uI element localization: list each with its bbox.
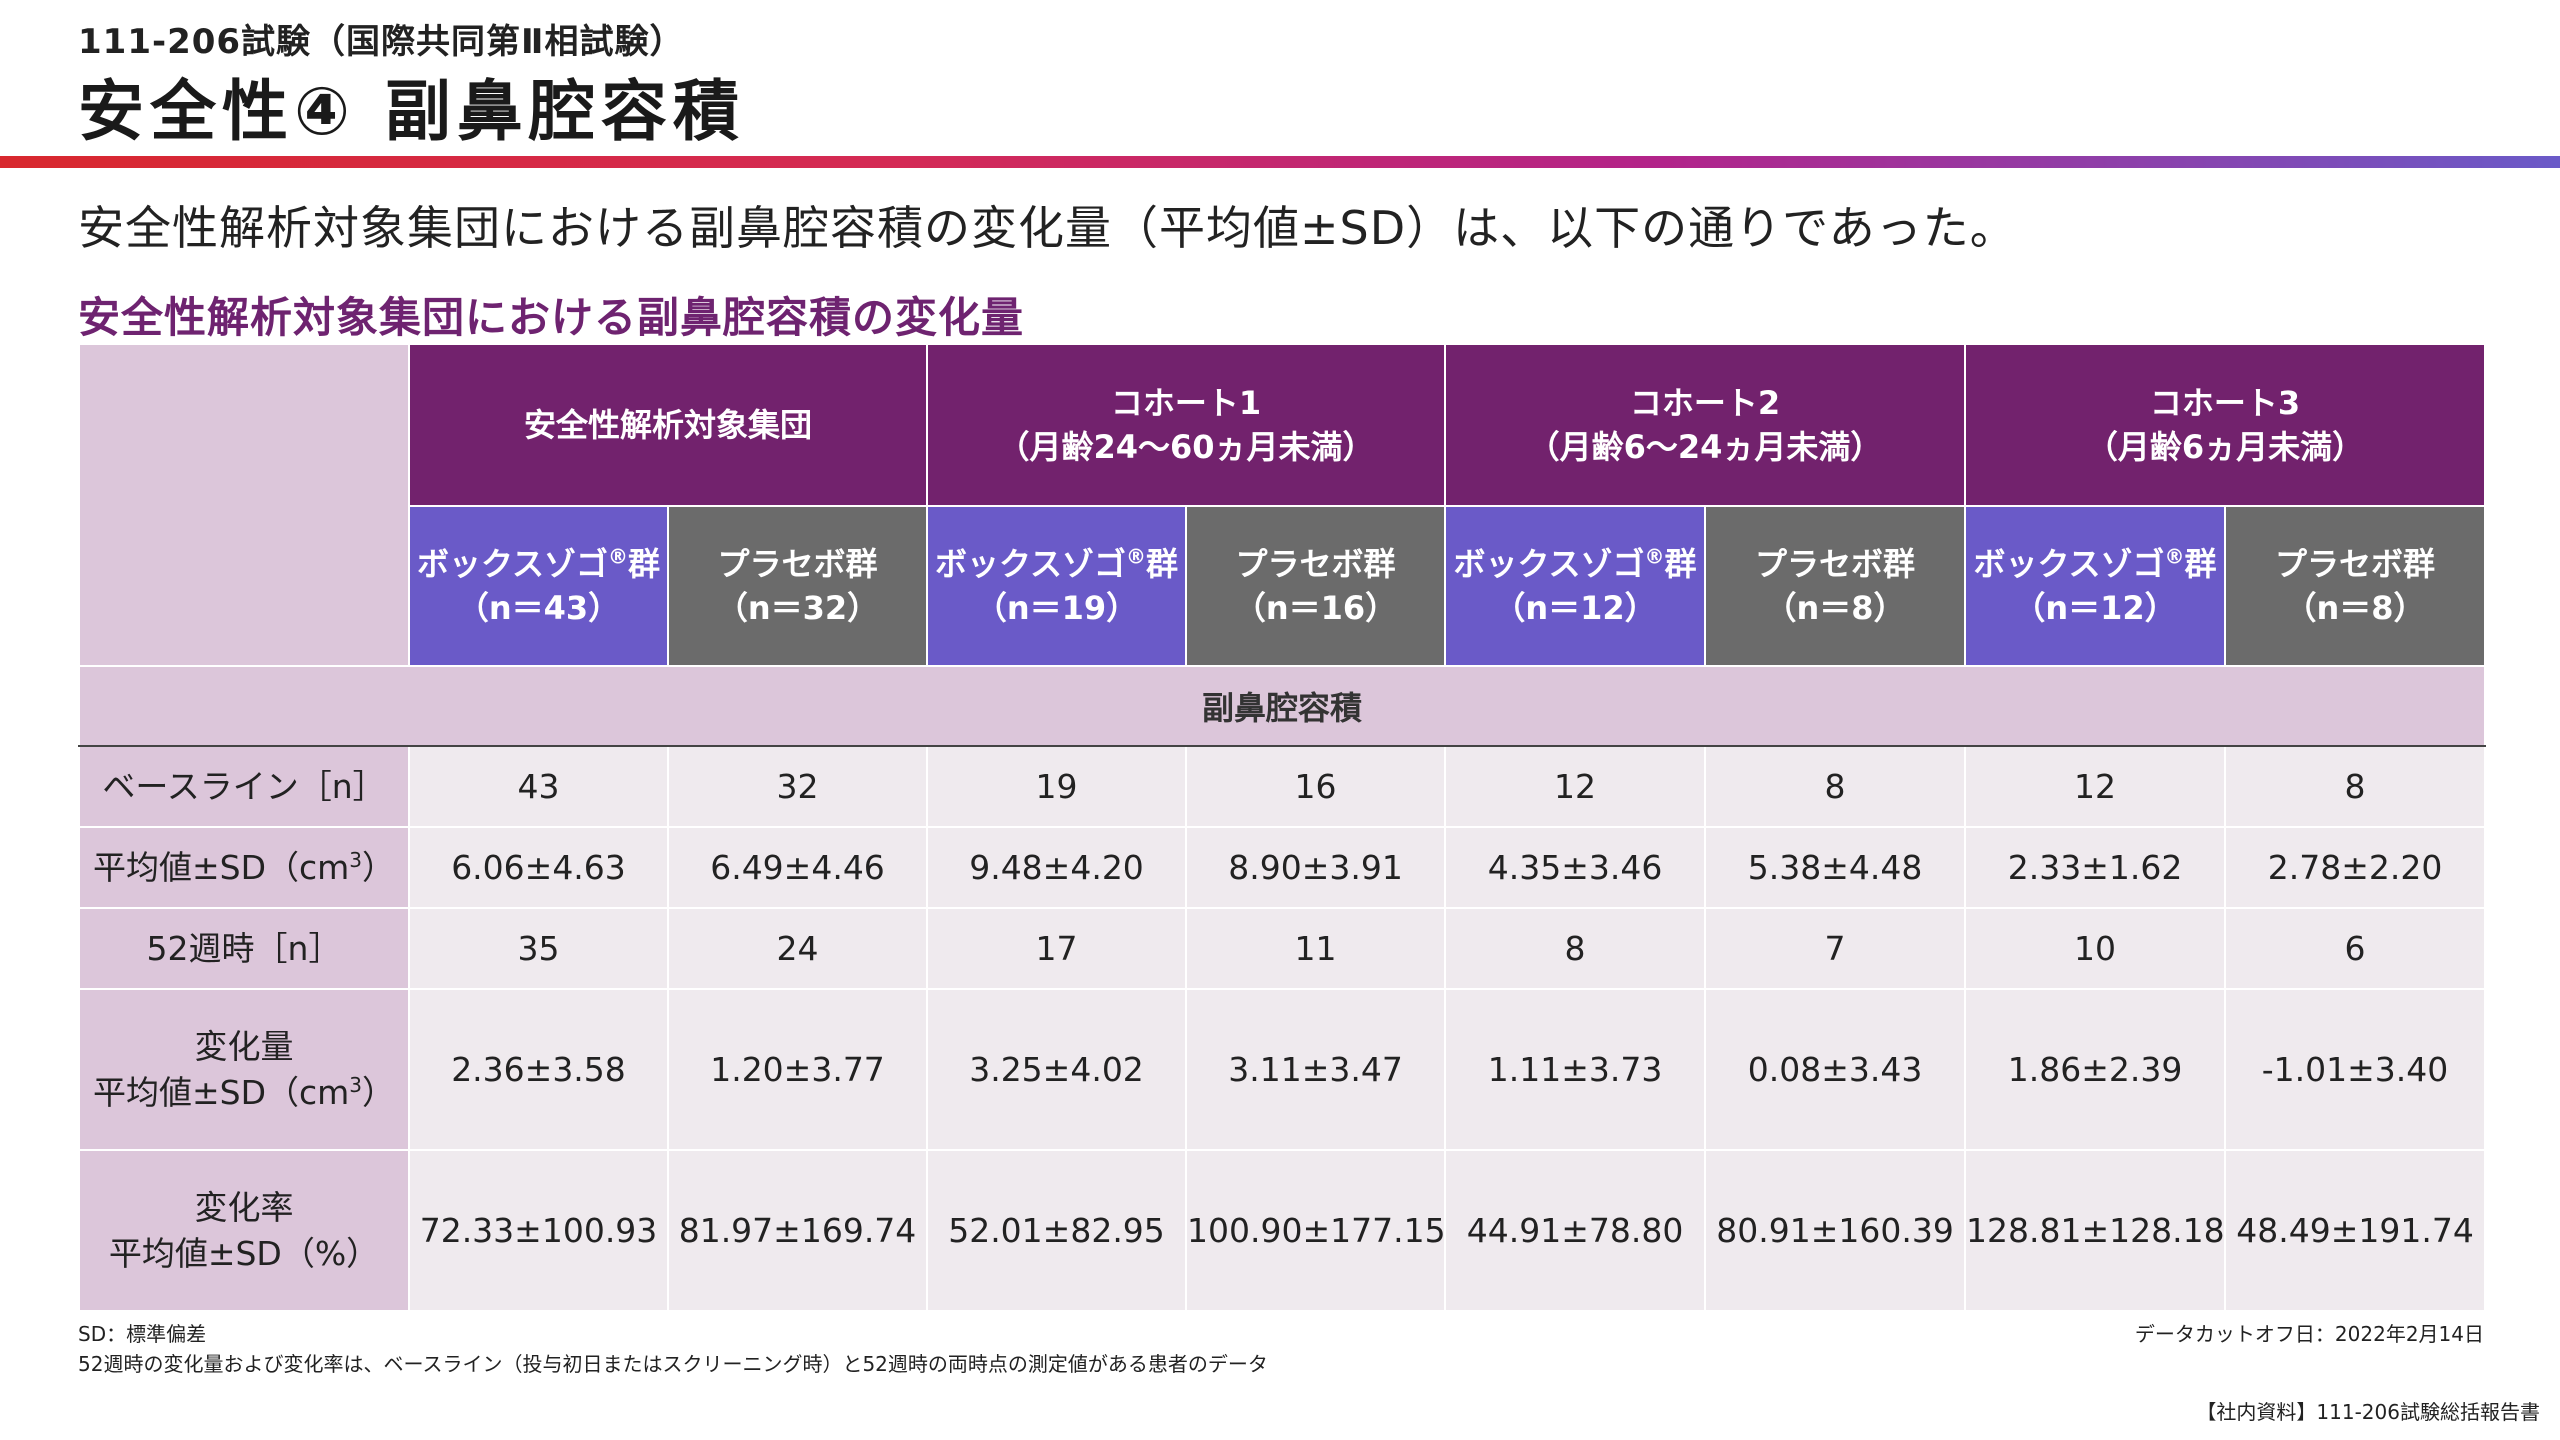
group-header-cohort3: コホート3 （月齢6ヵ月未満） [1964, 343, 2487, 507]
group-header-safety: 安全性解析対象集団 [407, 343, 929, 507]
table-cell: 12 [1444, 745, 1707, 828]
page-title: 安全性④ 副鼻腔容積 [78, 73, 745, 150]
table-cell: 16 [1185, 745, 1447, 828]
lead-text: 安全性解析対象集団における副鼻腔容積の変化量（平均値±SD）は、以下の通りであっ… [78, 201, 2017, 255]
table-cell: 11 [1185, 907, 1447, 990]
table-cell: -1.01±3.40 [2224, 988, 2487, 1151]
group-line2: （月齢6ヵ月未満） [2085, 428, 2365, 466]
arm-n: （n＝43） [456, 589, 621, 627]
group-line2: （月齢24～60ヵ月未満） [997, 428, 1375, 466]
table-cell: 24 [666, 907, 929, 990]
source-note: 【社内資料】111-206試験総括報告書 [2196, 1400, 2540, 1424]
footnote-sd: SD：標準偏差 [78, 1322, 207, 1346]
table-cell: 1.86±2.39 [1964, 988, 2227, 1151]
arm-header-placebo: プラセボ群 （n＝32） [666, 505, 929, 667]
table-cell: 5.38±4.48 [1704, 826, 1967, 909]
table-cell: 43 [408, 745, 669, 828]
table-cell: 128.81±128.18 [1964, 1149, 2227, 1312]
table-cell: 2.33±1.62 [1964, 826, 2227, 909]
table-cell: 6.06±4.63 [408, 826, 669, 909]
corner-cell [78, 343, 410, 667]
arm-header-vox: ボックスゾゴ®群 （n＝12） [1444, 505, 1707, 667]
arm-n: （n＝8） [1764, 589, 1906, 627]
group-line1: コホート1 [1110, 384, 1262, 422]
data-cutoff: データカットオフ日：2022年2月14日 [2134, 1322, 2484, 1346]
table-row: ベースライン［n］ 43 32 19 16 12 8 12 8 [78, 745, 2487, 828]
section-label: 副鼻腔容積 [77, 665, 2487, 747]
group-line1: コホート2 [1629, 384, 1781, 422]
row-label: 平均値±SD（cm3） [78, 826, 410, 909]
table-cell: 32 [666, 745, 929, 828]
sinus-volume-table: 安全性解析対象集団 コホート1 （月齢24～60ヵ月未満） コホート2 （月齢6… [77, 343, 2487, 1312]
table-cell: 2.36±3.58 [408, 988, 669, 1151]
table-cell: 10 [1964, 907, 2227, 990]
table-cell: 3.11±3.47 [1185, 988, 1447, 1151]
table-cell: 3.25±4.02 [926, 988, 1188, 1151]
group-header-cohort2: コホート2 （月齢6～24ヵ月未満） [1444, 343, 1967, 507]
arm-n: （n＝12） [1493, 589, 1657, 627]
table-cell: 0.08±3.43 [1704, 988, 1967, 1151]
table-cell: 52.01±82.95 [926, 1149, 1188, 1312]
footnote-note: 52週時の変化量および変化率は、ベースライン（投与初日またはスクリーニング時）と… [78, 1352, 1268, 1376]
table-cell: 44.91±78.80 [1444, 1149, 1707, 1312]
arm-header-vox: ボックスゾゴ®群 （n＝12） [1964, 505, 2227, 667]
table-cell: 9.48±4.20 [926, 826, 1188, 909]
row-label: 変化量 平均値±SD（cm3） [78, 988, 410, 1151]
table-cell: 80.91±160.39 [1704, 1149, 1967, 1312]
table-row: 変化率 平均値±SD（%） 72.33±100.93 81.97±169.74 52… [78, 1149, 2487, 1312]
table-cell: 72.33±100.93 [408, 1149, 669, 1312]
row-label: 変化率 平均値±SD（%） [78, 1149, 410, 1312]
group-line1: 安全性解析対象集団 [524, 406, 813, 444]
table-cell: 8 [1444, 907, 1707, 990]
table-cell: 8 [2224, 745, 2487, 828]
table-cell: 8 [1704, 745, 1967, 828]
group-line1: コホート3 [2149, 384, 2301, 422]
arm-header-placebo: プラセボ群 （n＝16） [1185, 505, 1447, 667]
table-cell: 48.49±191.74 [2224, 1149, 2487, 1312]
arm-n: （n＝19） [974, 589, 1139, 627]
row-label: 52週時［n］ [78, 907, 410, 990]
arm-header-vox: ボックスゾゴ®群 （n＝43） [408, 505, 669, 667]
table-cell: 2.78±2.20 [2224, 826, 2487, 909]
table-cell: 7 [1704, 907, 1967, 990]
table-row: 52週時［n］ 35 24 17 11 8 7 10 6 [78, 907, 2487, 990]
group-line2: （月齢6～24ヵ月未満） [1527, 428, 1883, 466]
arm-n: （n＝16） [1233, 589, 1398, 627]
table-cell: 19 [926, 745, 1188, 828]
table-cell: 81.97±169.74 [666, 1149, 929, 1312]
table-cell: 6 [2224, 907, 2487, 990]
table-cell: 100.90±177.15 [1185, 1149, 1447, 1312]
table-cell: 12 [1964, 745, 2227, 828]
table-row: 平均値±SD（cm3） 6.06±4.63 6.49±4.46 9.48±4.20 8… [78, 826, 2487, 909]
table-row: 変化量 平均値±SD（cm3） 2.36±3.58 1.20±3.77 3.25±4… [78, 988, 2487, 1151]
arm-n: （n＝12） [2013, 589, 2177, 627]
title-divider [0, 156, 2560, 168]
arm-header-placebo: プラセボ群 （n＝8） [1704, 505, 1967, 667]
table-cell: 4.35±3.46 [1444, 826, 1707, 909]
arm-header-placebo: プラセボ群 （n＝8） [2224, 505, 2487, 667]
arm-n: （n＝32） [715, 589, 880, 627]
table-cell: 1.20±3.77 [666, 988, 929, 1151]
arm-n: （n＝8） [2284, 589, 2426, 627]
table-cell: 35 [408, 907, 669, 990]
table-cell: 8.90±3.91 [1185, 826, 1447, 909]
trial-name: 111-206試験（国際共同第Ⅱ相試験） [78, 22, 685, 62]
arm-header-vox: ボックスゾゴ®群 （n＝19） [926, 505, 1188, 667]
table-cell: 1.11±3.73 [1444, 988, 1707, 1151]
row-label: ベースライン［n］ [78, 745, 410, 828]
table-cell: 6.49±4.46 [666, 826, 929, 909]
table-title: 安全性解析対象集団における副鼻腔容積の変化量 [78, 293, 1025, 342]
group-header-cohort1: コホート1 （月齢24～60ヵ月未満） [926, 343, 1447, 507]
table-cell: 17 [926, 907, 1188, 990]
